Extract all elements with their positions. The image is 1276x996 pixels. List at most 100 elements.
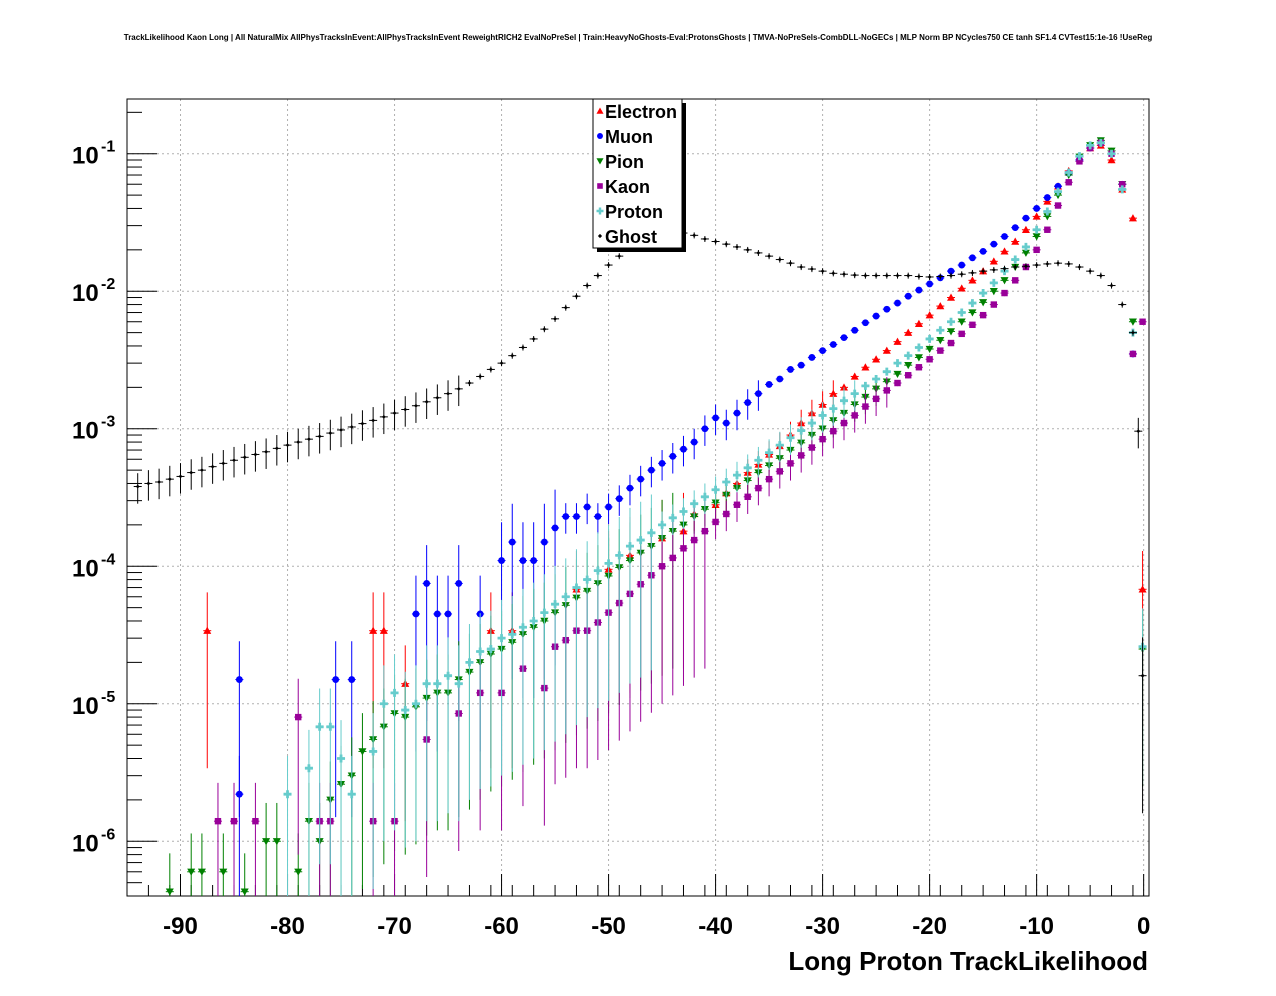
data-point	[235, 790, 243, 798]
data-point	[894, 299, 901, 307]
data-point	[991, 267, 996, 272]
data-point	[360, 421, 365, 426]
data-point	[337, 754, 346, 763]
data-point	[829, 389, 838, 397]
data-point	[542, 327, 547, 332]
y-tick-exponent: -5	[101, 689, 115, 706]
data-point	[872, 312, 880, 320]
data-point	[562, 513, 570, 520]
data-point	[829, 341, 837, 348]
data-point	[936, 337, 945, 345]
data-point	[414, 403, 418, 408]
data-point	[454, 679, 463, 688]
data-point	[1024, 264, 1028, 269]
data-point	[1120, 302, 1125, 307]
data-point	[574, 294, 579, 299]
data-point	[433, 679, 442, 688]
data-point	[861, 363, 870, 371]
legend-marker-proton	[596, 207, 604, 215]
data-point	[1131, 330, 1135, 335]
data-point	[1088, 269, 1093, 274]
data-point	[498, 557, 505, 564]
data-point	[756, 250, 761, 255]
legend-label-ghost: Ghost	[605, 227, 657, 247]
data-point	[765, 448, 774, 457]
data-point	[1043, 194, 1051, 201]
data-point	[167, 477, 172, 482]
data-point	[1012, 277, 1019, 284]
data-point	[1128, 318, 1137, 326]
data-point	[1032, 225, 1041, 234]
data-point	[861, 381, 870, 390]
data-point	[712, 414, 719, 422]
data-point	[617, 254, 622, 259]
data-point	[203, 626, 212, 634]
data-point	[411, 699, 420, 708]
data-point	[862, 319, 869, 327]
data-point	[926, 280, 934, 288]
data-point	[551, 600, 560, 609]
data-point	[819, 347, 827, 355]
data-point	[1056, 261, 1060, 266]
data-point	[317, 434, 322, 439]
data-point	[914, 343, 923, 352]
data-point	[1032, 233, 1041, 241]
legend-marker-muon	[597, 133, 603, 139]
data-point	[467, 381, 472, 385]
data-point	[669, 452, 677, 460]
data-point	[1000, 277, 1009, 285]
x-tick-label: -80	[270, 913, 305, 940]
data-point	[521, 345, 525, 350]
data-point	[711, 485, 720, 494]
data-point	[842, 272, 846, 277]
data-point	[1043, 197, 1052, 205]
data-point	[743, 463, 752, 472]
data-point	[1096, 138, 1105, 147]
data-point	[958, 261, 966, 269]
data-point	[819, 435, 826, 443]
x-axis-title: Long Proton TrackLikelihood	[788, 946, 1148, 976]
data-point	[938, 274, 943, 279]
legend-label-pion: Pion	[605, 152, 644, 172]
x-tick-label: -40	[698, 913, 733, 940]
data-point	[1107, 156, 1116, 164]
data-point	[797, 426, 806, 435]
data-point	[884, 273, 889, 278]
data-point	[561, 592, 570, 601]
data-point	[604, 559, 613, 568]
data-point	[981, 269, 986, 274]
data-point	[658, 459, 666, 467]
data-point	[1064, 168, 1073, 177]
data-point	[637, 475, 645, 483]
data-point	[830, 427, 837, 435]
legend-label-kaon: Kaon	[605, 177, 650, 197]
y-tick-label: 10	[72, 693, 99, 720]
data-point	[358, 748, 367, 756]
data-point	[927, 275, 932, 279]
data-point	[1011, 255, 1020, 264]
data-point	[797, 361, 805, 369]
data-point	[1075, 152, 1084, 161]
data-point	[444, 671, 453, 680]
data-point	[424, 399, 429, 404]
legend-marker-pion	[596, 158, 604, 165]
data-point	[240, 888, 249, 896]
data-point	[1045, 261, 1050, 266]
data-point	[551, 524, 559, 532]
data-point	[786, 433, 795, 442]
y-tick-label: 10	[72, 830, 99, 857]
data-point	[605, 503, 612, 511]
y-tick-exponent: -1	[101, 139, 115, 156]
data-point	[593, 566, 602, 575]
x-tick-label: -20	[912, 913, 947, 940]
data-point	[851, 412, 858, 419]
data-point	[970, 270, 975, 275]
data-point	[1076, 158, 1083, 165]
data-point	[530, 557, 538, 564]
data-point	[915, 364, 923, 371]
data-point	[915, 286, 923, 294]
data-point	[625, 542, 634, 551]
data-point	[606, 263, 611, 267]
data-point	[594, 513, 602, 520]
